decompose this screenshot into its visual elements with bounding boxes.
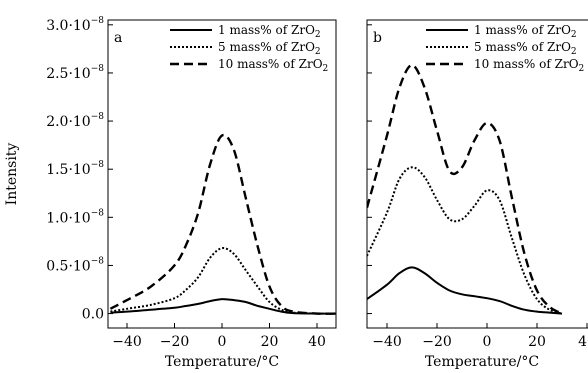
series-line-dotted — [110, 247, 336, 315]
y-tick-label: 1.5·10−8 — [46, 160, 104, 178]
b-x-axis-label: Temperature/°C — [425, 354, 539, 370]
x-tick-label: 40 — [578, 334, 588, 350]
panel-b-letter: b — [373, 30, 382, 46]
x-tick-label: 0 — [483, 334, 492, 350]
x-tick-label: −40 — [372, 334, 402, 350]
legend-label: 1 mass% of ZrO2 — [474, 23, 577, 40]
legend-label: 10 mass% of ZrO2 — [218, 57, 328, 74]
a-y-axis-label: Intensity — [4, 143, 20, 206]
series-line-solid — [367, 266, 563, 315]
x-tick-label: −20 — [160, 334, 190, 350]
a-y-ticks: 0.0 0.5·10−8 1.0·10−8 1.5·10−8 2.0·10−8 2.5·1… — [46, 16, 113, 323]
legend-label: 5 mass% of ZrO2 — [218, 40, 321, 57]
panel-a-letter: a — [114, 30, 122, 46]
a-x-ticks: −40 −20 0 20 40 — [112, 323, 326, 350]
legend-label: 1 mass% of ZrO2 — [218, 23, 321, 40]
x-tick-label: −40 — [112, 334, 142, 350]
panel-a: a 0.0 0.5·10−8 1.0·10−8 1.5·10−8 2.0·10−8 2.5… — [4, 16, 337, 370]
x-tick-label: 40 — [308, 334, 326, 350]
b-series-lines — [367, 63, 563, 315]
y-tick-label: 0.5·10−8 — [46, 256, 104, 274]
y-tick-label: 0.0 — [82, 307, 104, 323]
x-tick-label: 0 — [218, 334, 227, 350]
x-tick-label: −20 — [422, 334, 452, 350]
a-series-lines — [109, 133, 336, 315]
y-tick-label: 3.0·10−8 — [46, 16, 104, 34]
series-line-dotted — [367, 166, 563, 315]
legend-label: 5 mass% of ZrO2 — [474, 40, 577, 57]
y-tick-label: 1.0·10−8 — [46, 208, 104, 226]
x-tick-label: 20 — [528, 334, 546, 350]
x-tick-label: 20 — [261, 334, 279, 350]
y-tick-label: 2.5·10−8 — [46, 64, 104, 82]
b-y-ticks — [367, 24, 372, 315]
y-tick-label: 2.0·10−8 — [46, 112, 104, 130]
series-line-dashed — [367, 63, 563, 315]
a-x-axis-label: Temperature/°C — [165, 354, 279, 370]
series-line-solid — [110, 298, 336, 315]
series-line-dashed — [109, 133, 336, 315]
legend-label: 10 mass% of ZrO2 — [474, 57, 584, 74]
b-x-ticks: −40 −20 0 20 40 — [372, 323, 588, 350]
